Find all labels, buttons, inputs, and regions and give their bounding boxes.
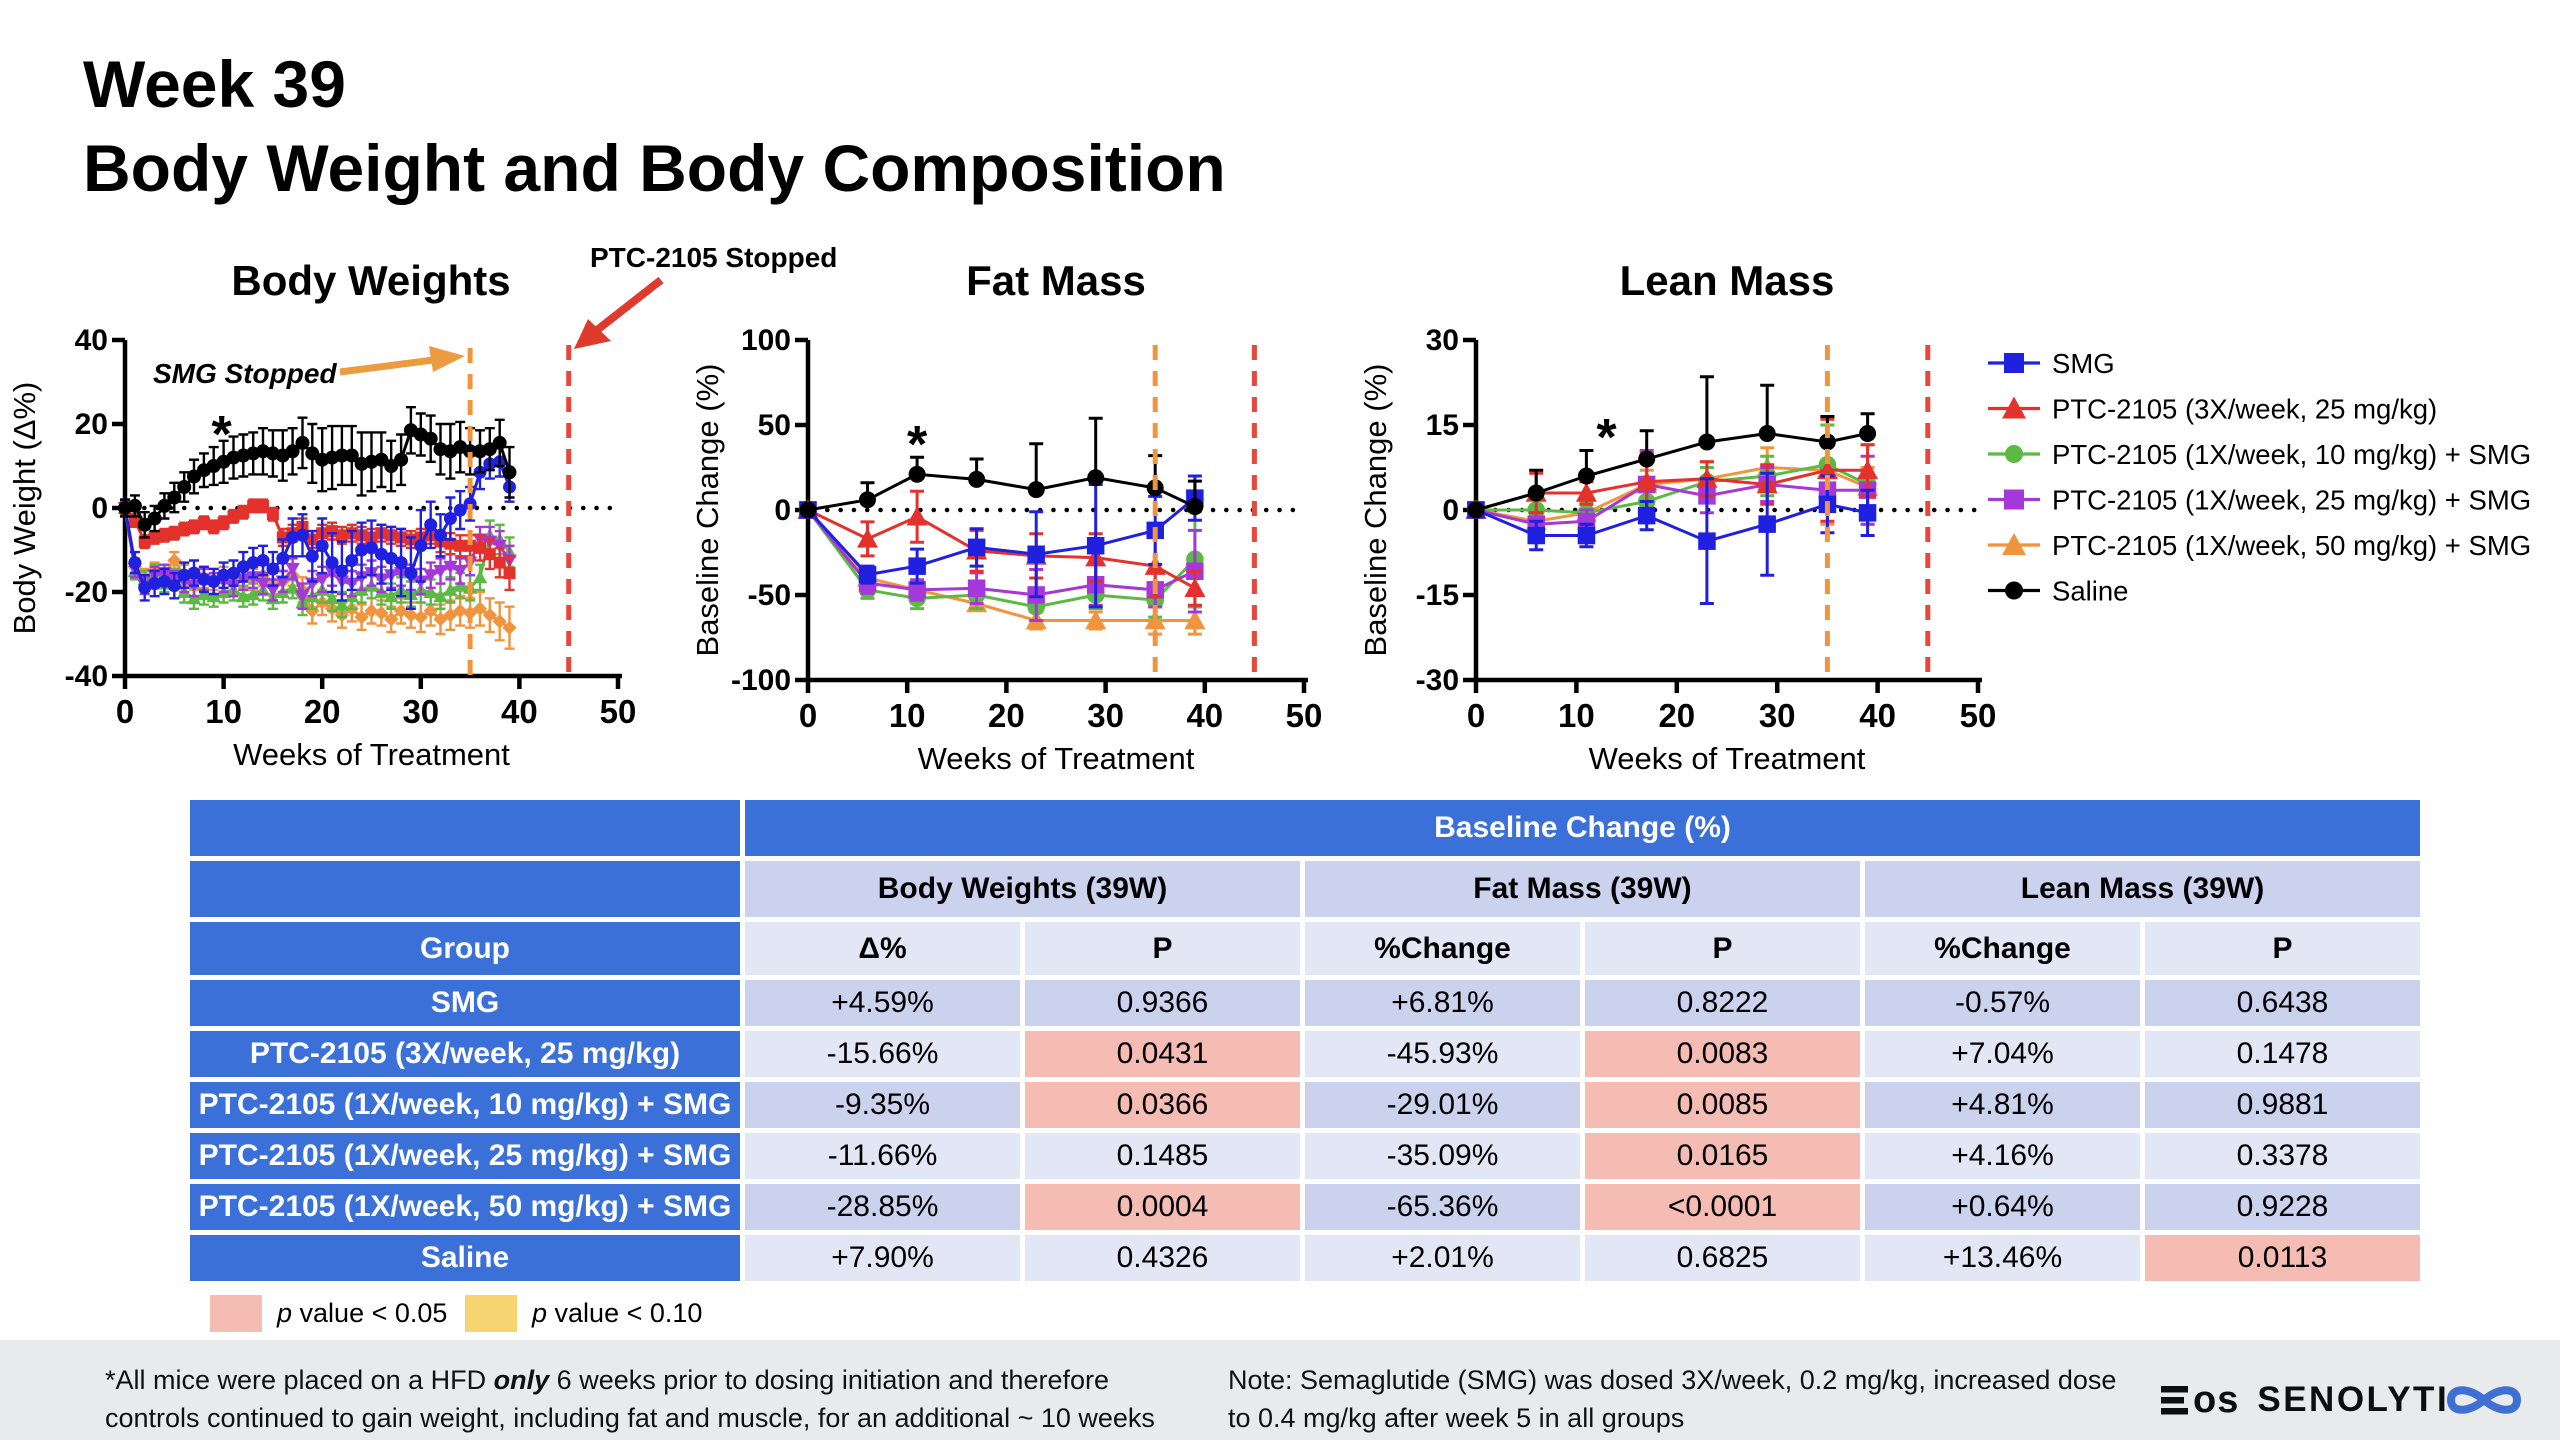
svg-text:-40: -40 [65, 660, 108, 693]
svg-text:0: 0 [116, 693, 134, 730]
svg-text:Weeks of Treatment: Weeks of Treatment [1589, 741, 1866, 776]
svg-text:15: 15 [1426, 409, 1459, 442]
svg-text:20: 20 [304, 693, 341, 730]
svg-text:0: 0 [91, 492, 108, 525]
svg-text:40: 40 [1859, 697, 1896, 734]
svg-text:20: 20 [988, 697, 1025, 734]
svg-text:*: * [907, 416, 928, 474]
svg-text:SMG Stopped: SMG Stopped [153, 358, 337, 389]
svg-text:*: * [1596, 409, 1617, 467]
svg-text:10: 10 [889, 697, 926, 734]
svg-text:Body Weight (Δ%): Body Weight (Δ%) [7, 382, 42, 635]
svg-text:Body Weights: Body Weights [231, 257, 510, 304]
svg-text:40: 40 [501, 693, 538, 730]
svg-text:Baseline Change (%): Baseline Change (%) [690, 364, 725, 657]
svg-text:50: 50 [1960, 697, 1997, 734]
svg-text:-100: -100 [731, 664, 791, 697]
svg-text:100: 100 [741, 324, 791, 357]
svg-text:50: 50 [758, 409, 791, 442]
svg-text:10: 10 [205, 693, 242, 730]
svg-text:-15: -15 [1416, 579, 1459, 612]
svg-text:20: 20 [75, 408, 108, 441]
svg-text:0: 0 [799, 697, 817, 734]
svg-text:PTC-2105 (1X/week, 25 mg/kg) +: PTC-2105 (1X/week, 25 mg/kg) + SMG [2052, 485, 2531, 516]
svg-text:PTC-2105 Stopped: PTC-2105 Stopped [590, 242, 837, 273]
svg-text:50: 50 [1286, 697, 1323, 734]
svg-text:0: 0 [1442, 494, 1459, 527]
svg-text:30: 30 [402, 693, 439, 730]
svg-text:30: 30 [1087, 697, 1124, 734]
svg-text:Weeks of Treatment: Weeks of Treatment [233, 737, 510, 772]
svg-text:PTC-2105 (1X/week, 50 mg/kg) +: PTC-2105 (1X/week, 50 mg/kg) + SMG [2052, 530, 2531, 561]
svg-text:30: 30 [1426, 324, 1459, 357]
svg-text:50: 50 [600, 693, 637, 730]
svg-text:-20: -20 [65, 576, 108, 609]
svg-text:PTC-2105 (3X/week, 25 mg/kg): PTC-2105 (3X/week, 25 mg/kg) [2052, 394, 2437, 425]
svg-text:-50: -50 [748, 579, 791, 612]
svg-text:-30: -30 [1416, 664, 1459, 697]
svg-text:Weeks of Treatment: Weeks of Treatment [918, 741, 1195, 776]
svg-text:40: 40 [1186, 697, 1223, 734]
svg-text:*: * [211, 406, 232, 464]
svg-text:Lean Mass: Lean Mass [1620, 257, 1835, 304]
svg-text:SMG: SMG [2052, 348, 2115, 379]
svg-text:Baseline Change (%): Baseline Change (%) [1358, 364, 1393, 657]
svg-text:PTC-2105 (1X/week, 10 mg/kg) +: PTC-2105 (1X/week, 10 mg/kg) + SMG [2052, 439, 2531, 470]
svg-text:0: 0 [1467, 697, 1485, 734]
svg-text:30: 30 [1759, 697, 1796, 734]
svg-text:Fat Mass: Fat Mass [966, 257, 1146, 304]
svg-text:10: 10 [1558, 697, 1595, 734]
svg-text:40: 40 [75, 324, 108, 357]
svg-text:20: 20 [1658, 697, 1695, 734]
svg-text:0: 0 [774, 494, 791, 527]
svg-text:Saline: Saline [2052, 576, 2128, 607]
